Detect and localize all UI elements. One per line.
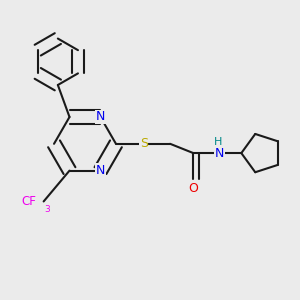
Text: N: N — [96, 164, 105, 177]
Text: N: N — [96, 110, 105, 124]
Text: O: O — [188, 182, 198, 195]
Text: S: S — [140, 137, 148, 150]
Text: N: N — [215, 147, 224, 160]
Text: 3: 3 — [44, 205, 50, 214]
Text: CF: CF — [21, 195, 36, 208]
Text: H: H — [214, 137, 222, 147]
